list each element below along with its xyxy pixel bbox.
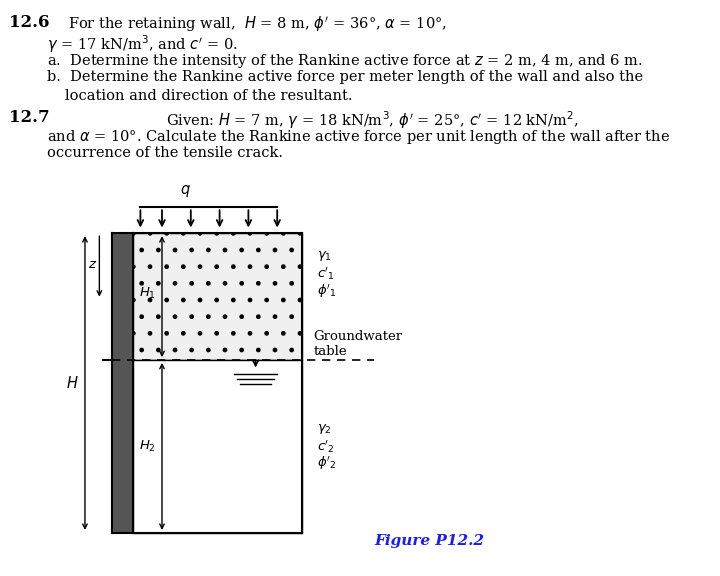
Text: a.  Determine the intensity of the Rankine active force at $z$ = 2 m, 4 m, and 6: a. Determine the intensity of the Rankin…: [47, 52, 643, 70]
Text: occurrence of the tensile crack.: occurrence of the tensile crack.: [47, 146, 283, 160]
Text: $c'_1$: $c'_1$: [317, 266, 335, 282]
Text: table: table: [313, 345, 347, 358]
Text: For the retaining wall,  $H$ = 8 m, $\phi^{\prime}$ = 36°, $\alpha$ = 10°,: For the retaining wall, $H$ = 8 m, $\phi…: [68, 14, 447, 34]
Text: $\gamma_2$: $\gamma_2$: [317, 422, 331, 436]
Text: $\gamma$ = 17 kN/m$^3$, and $c^{\prime}$ = 0.: $\gamma$ = 17 kN/m$^3$, and $c^{\prime}$…: [47, 33, 238, 55]
Text: Given: $H$ = 7 m, $\gamma$ = 18 kN/m$^3$, $\phi^{\prime}$ = 25°, $c^{\prime}$ = : Given: $H$ = 7 m, $\gamma$ = 18 kN/m$^3$…: [166, 109, 578, 131]
Text: 12.6: 12.6: [9, 14, 49, 32]
Text: $\gamma_1$: $\gamma_1$: [317, 249, 332, 263]
Text: $H$: $H$: [66, 375, 78, 391]
Bar: [133, 360, 302, 533]
Text: 12.7: 12.7: [9, 109, 49, 127]
Text: $z$: $z$: [88, 259, 96, 271]
Text: b.  Determine the Rankine active force per meter length of the wall and also the: b. Determine the Rankine active force pe…: [47, 70, 643, 84]
Bar: [133, 233, 302, 360]
Text: and $\alpha$ = 10°. Calculate the Rankine active force per unit length of the wa: and $\alpha$ = 10°. Calculate the Rankin…: [47, 128, 670, 146]
Text: $\phi'_1$: $\phi'_1$: [317, 282, 336, 300]
Text: Groundwater: Groundwater: [313, 331, 402, 343]
Text: $\phi'_2$: $\phi'_2$: [317, 455, 336, 472]
Text: $H_2$: $H_2$: [139, 439, 156, 454]
Text: Figure P12.2: Figure P12.2: [374, 535, 485, 548]
Text: $H_1$: $H_1$: [139, 286, 156, 301]
Text: $c'_2$: $c'_2$: [317, 438, 335, 454]
Text: location and direction of the resultant.: location and direction of the resultant.: [65, 89, 352, 103]
Bar: [112, 233, 133, 533]
Text: $q$: $q$: [181, 183, 191, 199]
